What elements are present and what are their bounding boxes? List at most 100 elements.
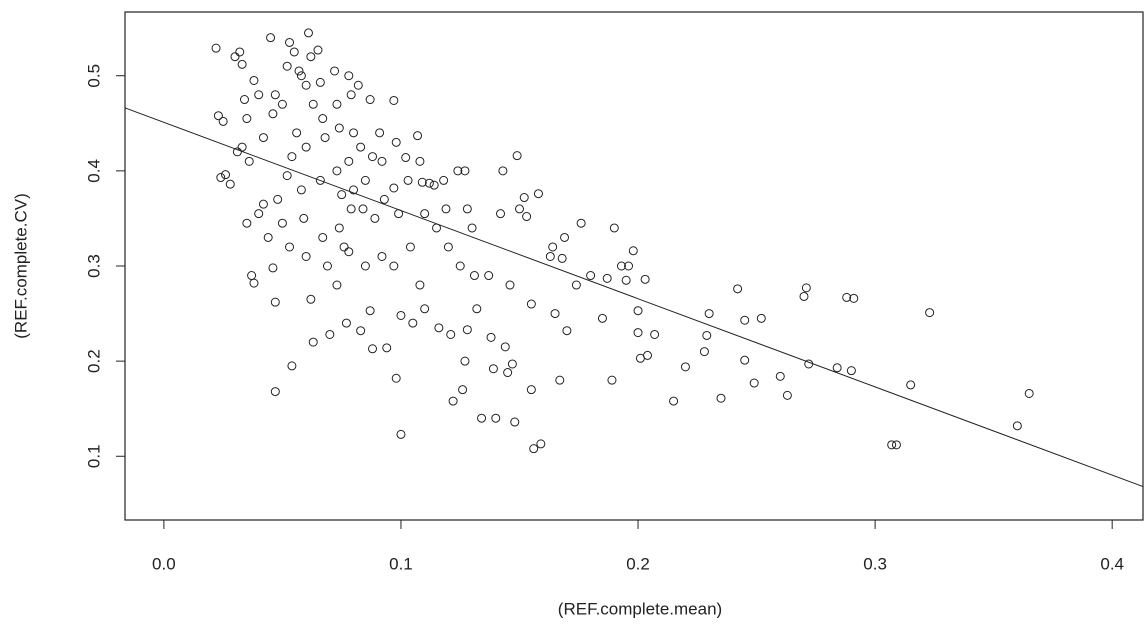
point	[906, 380, 916, 390]
point	[249, 75, 259, 85]
point	[424, 178, 434, 188]
point	[597, 313, 607, 323]
point	[318, 114, 328, 124]
point	[287, 361, 297, 371]
y-tick-label: 0.5	[84, 64, 103, 88]
point	[344, 156, 354, 166]
point	[756, 313, 766, 323]
point	[344, 247, 354, 257]
point	[356, 326, 366, 336]
point	[801, 283, 811, 293]
point	[308, 99, 318, 109]
point	[403, 175, 413, 185]
point	[512, 151, 522, 161]
point	[887, 440, 897, 450]
y-tick-label: 0.1	[84, 444, 103, 468]
y-tick-label: 0.4	[84, 159, 103, 183]
point	[254, 209, 264, 219]
point	[332, 166, 342, 176]
point	[396, 310, 406, 320]
point	[216, 173, 226, 183]
point	[315, 77, 325, 87]
point	[247, 271, 257, 281]
point	[346, 90, 356, 100]
point	[633, 306, 643, 316]
point	[849, 293, 859, 303]
point	[239, 95, 249, 105]
point	[891, 440, 901, 450]
point	[429, 180, 439, 190]
point	[505, 280, 515, 290]
point	[258, 133, 268, 143]
point	[413, 131, 423, 141]
point	[306, 294, 316, 304]
point	[389, 261, 399, 271]
point	[358, 204, 368, 214]
point	[322, 261, 332, 271]
point	[545, 251, 555, 261]
point	[244, 156, 254, 166]
point	[346, 204, 356, 214]
point	[379, 194, 389, 204]
point	[339, 242, 349, 252]
point	[446, 329, 456, 339]
point	[550, 309, 560, 319]
point	[643, 350, 653, 360]
point	[318, 232, 328, 242]
point	[270, 387, 280, 397]
point	[213, 111, 223, 121]
point	[699, 347, 709, 357]
point	[486, 332, 496, 342]
point	[315, 175, 325, 185]
point	[235, 47, 245, 57]
point	[218, 116, 228, 126]
point	[306, 52, 316, 62]
point	[292, 128, 302, 138]
point	[462, 325, 472, 335]
point	[365, 306, 375, 316]
point	[389, 95, 399, 105]
point	[401, 153, 411, 163]
point	[334, 123, 344, 133]
point	[337, 190, 347, 200]
point	[519, 193, 529, 203]
x-tick-label: 0.4	[1100, 554, 1124, 573]
point	[498, 166, 508, 176]
point	[296, 71, 306, 81]
point	[320, 133, 330, 143]
point	[356, 142, 366, 152]
point	[365, 95, 375, 105]
point	[368, 152, 378, 162]
point	[586, 271, 596, 281]
point	[560, 232, 570, 242]
point	[258, 199, 268, 209]
point	[308, 337, 318, 347]
point	[349, 185, 359, 195]
point	[571, 280, 581, 290]
point	[832, 363, 842, 373]
point	[277, 218, 287, 228]
point	[460, 356, 470, 366]
point	[420, 209, 430, 219]
point	[740, 315, 750, 325]
point	[477, 413, 487, 423]
point	[391, 373, 401, 383]
point	[408, 318, 418, 328]
point	[249, 278, 259, 288]
point	[330, 66, 340, 76]
point	[332, 99, 342, 109]
point	[389, 183, 399, 193]
point	[368, 344, 378, 354]
point	[529, 444, 539, 454]
point	[1012, 421, 1022, 431]
point	[391, 137, 401, 147]
point	[496, 209, 506, 219]
point	[616, 261, 626, 271]
point	[602, 273, 612, 283]
point	[562, 326, 572, 336]
point	[334, 223, 344, 233]
point	[313, 45, 323, 55]
point	[469, 271, 479, 281]
point	[536, 439, 546, 449]
point	[270, 297, 280, 307]
